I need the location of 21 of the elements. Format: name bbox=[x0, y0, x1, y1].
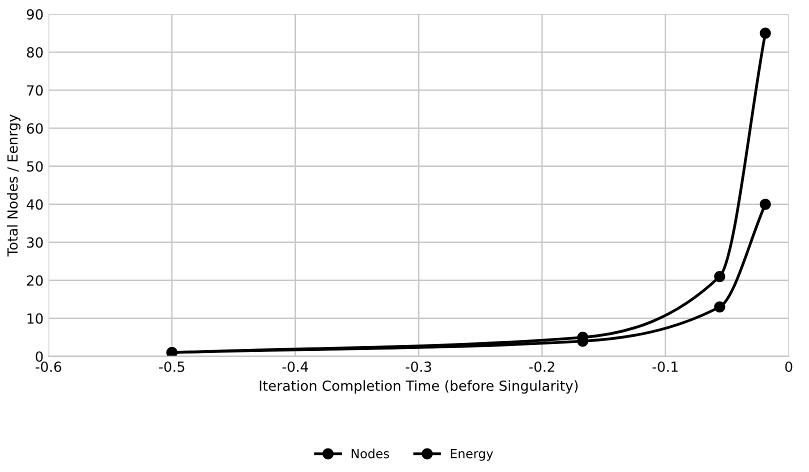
y-tick-label: 10 bbox=[28, 313, 43, 324]
x-tick-label: 0 bbox=[785, 361, 792, 372]
legend-label: Energy bbox=[450, 449, 494, 461]
y-tick-label: 50 bbox=[27, 161, 43, 172]
y-tick-label: 70 bbox=[27, 85, 43, 96]
x-tick-label: -0.4 bbox=[282, 361, 308, 372]
y-tick-label: 30 bbox=[27, 237, 43, 248]
x-tick-label: -0.5 bbox=[159, 361, 184, 372]
x-tick-label: -0.3 bbox=[406, 361, 432, 372]
y-tick-label: 80 bbox=[26, 47, 43, 58]
y-tick-label: 40 bbox=[26, 199, 43, 210]
y-tick-label: 60 bbox=[26, 123, 43, 134]
x-tick-label: -0.1 bbox=[652, 361, 678, 372]
x-axis-title: Iteration Completion Time (before Singularity) bbox=[260, 380, 578, 394]
x-tick-label: -0.2 bbox=[529, 361, 554, 372]
x-tick-label: -0.6 bbox=[36, 361, 62, 372]
legend-label: Nodes bbox=[352, 448, 390, 458]
y-axis-title: Total Nodes / Eenrgy bbox=[7, 114, 20, 257]
y-tick-label: 0 bbox=[36, 351, 43, 362]
y-tick-label: 90 bbox=[26, 9, 43, 20]
y-tick-label: 20 bbox=[27, 275, 43, 286]
